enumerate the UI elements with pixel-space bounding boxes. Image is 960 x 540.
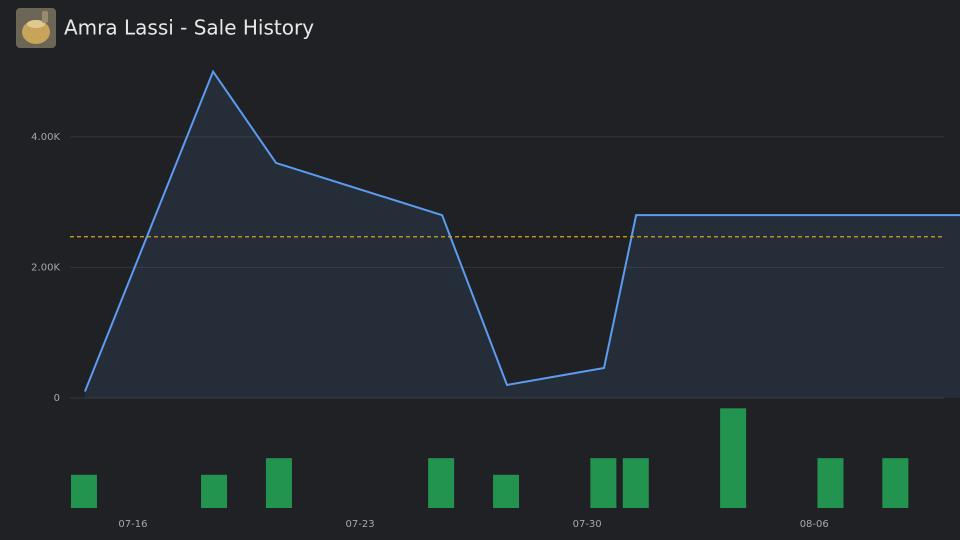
icon-spoon — [42, 11, 48, 23]
y-tick-label: 0 — [54, 393, 60, 404]
area — [84, 71, 960, 398]
volume-bar — [622, 458, 649, 508]
icon-lid — [27, 20, 45, 28]
x-tick-label: 07-16 — [118, 519, 147, 530]
x-tick-label: 07-23 — [346, 519, 375, 530]
x-tick-label: 07-30 — [573, 519, 602, 530]
chart-title: Amra Lassi - Sale History — [64, 16, 314, 40]
x-tick-label: 08-06 — [800, 519, 829, 530]
volume-bar — [882, 458, 909, 508]
volume-bar — [265, 458, 292, 508]
volume-bar — [201, 474, 228, 508]
volume-bar — [428, 458, 455, 508]
volume-bar — [817, 458, 844, 508]
item-icon — [16, 8, 56, 48]
volume-bar — [720, 408, 747, 508]
volume-bar — [493, 474, 520, 508]
volume-bar — [70, 474, 97, 508]
price-line — [83, 69, 960, 392]
y-tick-label: 2.00K — [31, 262, 60, 273]
volume-bar — [590, 458, 617, 508]
y-tick-label: 4.00K — [31, 132, 60, 143]
